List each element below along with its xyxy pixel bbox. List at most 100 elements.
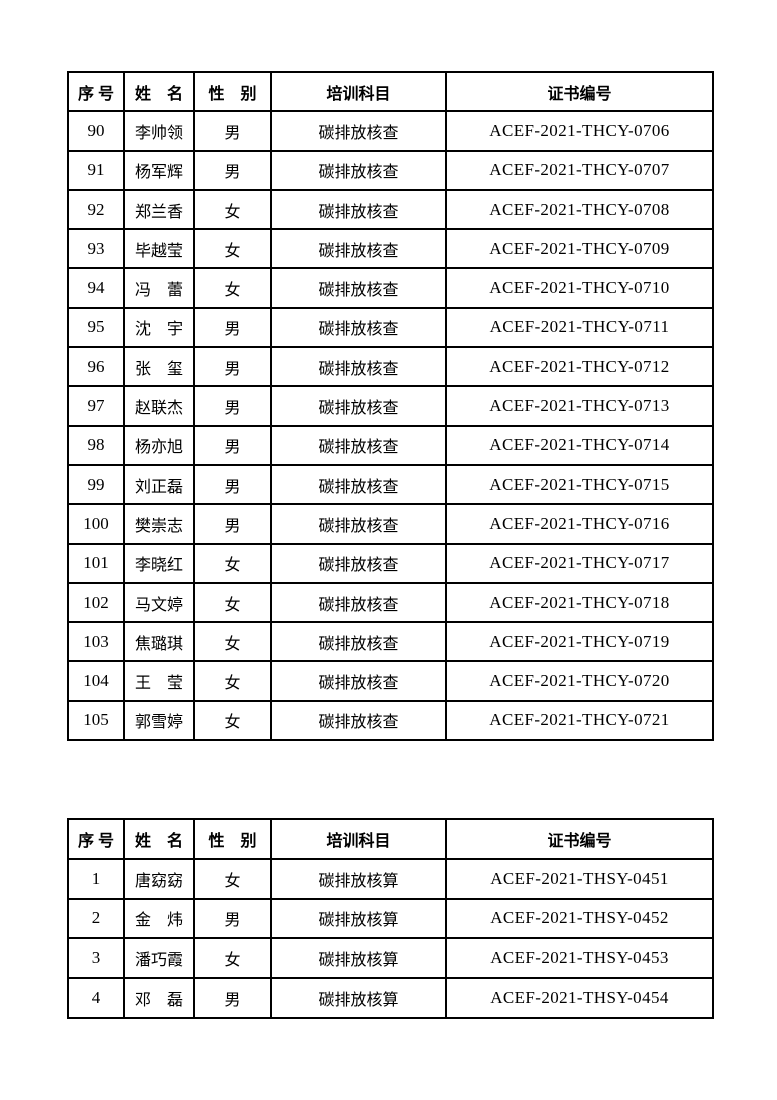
cell-name: 潘巧霞 [123,937,195,980]
cell-certificate: ACEF-2021-THCY-0708 [445,188,714,231]
cell-serial: 99 [67,463,125,506]
cell-subject: 碳排放核算 [270,857,447,900]
cell-certificate: ACEF-2021-THCY-0713 [445,385,714,427]
cell-gender: 女 [193,699,272,742]
cell-name: 张 玺 [123,346,195,388]
cell-certificate: ACEF-2021-THSY-0452 [445,897,714,940]
column-header-subject: 培训科目 [270,70,447,113]
cell-serial: 94 [67,267,125,309]
table-row: 1 唐窈窈女碳排放核算 ACEF-2021-THSY-0451 [67,857,714,900]
table-row: 90 李帅领男碳排放核查 ACEF-2021-THCY-0706 [67,110,714,152]
table-row: 100 樊崇志男碳排放核查 ACEF-2021-THCY-0716 [67,503,714,545]
cell-serial: 103 [67,621,125,663]
cell-subject: 碳排放核查 [270,503,447,545]
cell-certificate: ACEF-2021-THCY-0720 [445,660,714,702]
cell-certificate: ACEF-2021-THSY-0451 [445,857,714,900]
cell-subject: 碳排放核算 [270,937,447,980]
table-row: 98 杨亦旭男碳排放核查 ACEF-2021-THCY-0714 [67,424,714,466]
cell-gender: 男 [193,385,272,427]
cell-gender: 男 [193,503,272,545]
table-header-row: 序 号 姓 名 性 别 培训科目 证书编号 [67,70,714,113]
cell-subject: 碳排放核查 [270,660,447,702]
cell-name: 李晓红 [123,542,195,584]
table-row: 104 王 莹女碳排放核查 ACEF-2021-THCY-0720 [67,660,714,702]
cell-name: 冯 蕾 [123,267,195,309]
table-row: 103 焦璐琪女碳排放核查 ACEF-2021-THCY-0719 [67,621,714,663]
cell-subject: 碳排放核查 [270,346,447,388]
cell-serial: 92 [67,188,125,231]
cell-gender: 女 [193,621,272,663]
cell-serial: 2 [67,897,125,940]
column-header-gender: 性 别 [193,818,272,860]
cell-gender: 女 [193,937,272,980]
cell-serial: 97 [67,385,125,427]
cell-name: 焦璐琪 [123,621,195,663]
cell-subject: 碳排放核查 [270,267,447,309]
cell-certificate: ACEF-2021-THCY-0718 [445,581,714,624]
table-row: 102 马文婷女碳排放核查 ACEF-2021-THCY-0718 [67,581,714,624]
cell-subject: 碳排放核查 [270,699,447,742]
cell-gender: 女 [193,228,272,270]
cell-serial: 95 [67,306,125,349]
column-header-serial: 序 号 [67,70,125,113]
cell-certificate: ACEF-2021-THSY-0453 [445,937,714,980]
cell-gender: 男 [193,346,272,388]
table-row: 105 郭雪婷女碳排放核查 ACEF-2021-THCY-0721 [67,699,714,742]
cell-certificate: ACEF-2021-THCY-0709 [445,228,714,270]
cell-subject: 碳排放核查 [270,621,447,663]
cell-serial: 100 [67,503,125,545]
cell-certificate: ACEF-2021-THCY-0715 [445,463,714,506]
cell-certificate: ACEF-2021-THCY-0719 [445,621,714,663]
cell-serial: 91 [67,149,125,191]
cell-name: 沈 宇 [123,306,195,349]
cell-name: 杨军辉 [123,149,195,191]
column-header-serial: 序 号 [67,818,125,860]
cell-gender: 男 [193,897,272,940]
cell-subject: 碳排放核查 [270,463,447,506]
cell-name: 唐窈窈 [123,857,195,900]
cell-gender: 女 [193,267,272,309]
cell-name: 刘正磊 [123,463,195,506]
column-header-certificate: 证书编号 [445,70,714,113]
table-row: 94 冯 蕾女碳排放核查 ACEF-2021-THCY-0710 [67,267,714,309]
cell-subject: 碳排放核查 [270,149,447,191]
cell-name: 樊崇志 [123,503,195,545]
cell-certificate: ACEF-2021-THCY-0711 [445,306,714,349]
cell-serial: 96 [67,346,125,388]
table-row: 95 沈 宇男碳排放核查 ACEF-2021-THCY-0711 [67,306,714,349]
cell-subject: 碳排放核查 [270,110,447,152]
cell-gender: 女 [193,542,272,584]
cell-name: 李帅领 [123,110,195,152]
certificate-table-thsy: 序 号 姓 名 性 别 培训科目 证书编号 1 唐窈窈女碳排放核算 ACEF-202… [67,818,714,1019]
cell-subject: 碳排放核查 [270,228,447,270]
cell-name: 杨亦旭 [123,424,195,466]
column-header-name: 姓 名 [123,70,195,113]
table-row: 92 郑兰香女碳排放核查 ACEF-2021-THCY-0708 [67,188,714,231]
cell-certificate: ACEF-2021-THCY-0707 [445,149,714,191]
cell-subject: 碳排放核算 [270,977,447,1019]
cell-gender: 男 [193,306,272,349]
cell-gender: 女 [193,660,272,702]
cell-certificate: ACEF-2021-THCY-0717 [445,542,714,584]
table-row: 93 毕越莹女碳排放核查 ACEF-2021-THCY-0709 [67,228,714,270]
table-row: 97 赵联杰男碳排放核查 ACEF-2021-THCY-0713 [67,385,714,427]
cell-name: 郭雪婷 [123,699,195,742]
cell-gender: 女 [193,581,272,624]
cell-gender: 女 [193,857,272,900]
cell-subject: 碳排放核查 [270,188,447,231]
cell-subject: 碳排放核查 [270,424,447,466]
cell-certificate: ACEF-2021-THCY-0721 [445,699,714,742]
table-row: 96 张 玺男碳排放核查 ACEF-2021-THCY-0712 [67,346,714,388]
cell-name: 赵联杰 [123,385,195,427]
column-header-certificate: 证书编号 [445,818,714,860]
table-body: 90 李帅领男碳排放核查 ACEF-2021-THCY-0706 91 杨军辉男碳排放核… [67,110,714,742]
cell-certificate: ACEF-2021-THCY-0706 [445,110,714,152]
cell-subject: 碳排放核查 [270,542,447,584]
cell-gender: 男 [193,424,272,466]
table-header-row: 序 号 姓 名 性 别 培训科目 证书编号 [67,818,714,860]
cell-name: 马文婷 [123,581,195,624]
cell-gender: 男 [193,463,272,506]
cell-subject: 碳排放核查 [270,306,447,349]
